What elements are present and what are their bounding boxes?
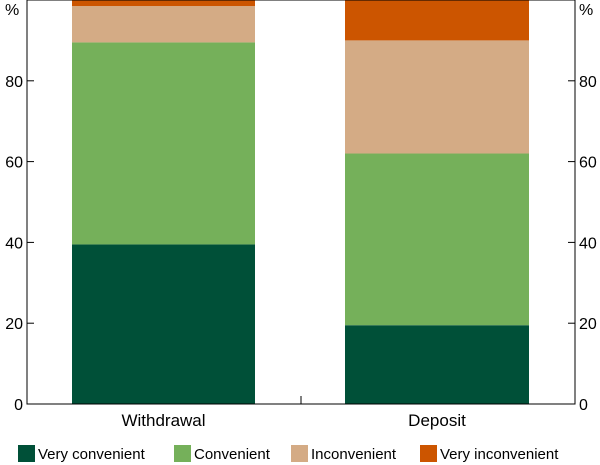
legend-swatch-convenient xyxy=(174,445,191,462)
bar-segment-withdrawal-very-convenient xyxy=(72,244,255,404)
bar-segment-withdrawal-very-inconvenient xyxy=(72,0,255,7)
right-tick-label: 60 xyxy=(579,155,597,172)
bar-segment-withdrawal-convenient xyxy=(72,42,255,245)
y-axis-label-left: % xyxy=(5,2,19,19)
axes-layer xyxy=(26,0,576,405)
bar-segment-deposit-very-inconvenient xyxy=(345,0,529,41)
right-tick-label: 0 xyxy=(579,397,588,414)
legend-label-inconvenient: Inconvenient xyxy=(311,446,397,463)
legend-swatch-very-inconvenient xyxy=(420,445,437,462)
right-tick-label: 40 xyxy=(579,235,597,252)
legend-label-very-inconvenient: Very inconvenient xyxy=(440,446,559,463)
left-axis-ticks: 0 20 40 60 80 xyxy=(5,74,34,414)
bar-segment-withdrawal-inconvenient xyxy=(72,6,255,43)
left-tick-label: 0 xyxy=(14,397,23,414)
left-tick-label: 40 xyxy=(5,235,23,252)
right-tick-label: 80 xyxy=(579,74,597,91)
category-labels: Withdrawal Deposit xyxy=(121,411,466,430)
legend-swatch-very-convenient xyxy=(18,445,35,462)
legend-swatch-inconvenient xyxy=(291,445,308,462)
right-axis-ticks: 0 20 40 60 80 xyxy=(568,74,597,414)
bar-segment-deposit-inconvenient xyxy=(345,40,529,154)
left-tick-label: 20 xyxy=(5,316,23,333)
category-label-deposit: Deposit xyxy=(408,411,466,430)
right-tick-label: 20 xyxy=(579,316,597,333)
bars-layer xyxy=(72,0,529,404)
legend-label-very-convenient: Very convenient xyxy=(38,446,146,463)
left-tick-label: 60 xyxy=(5,155,23,172)
legend-label-convenient: Convenient xyxy=(194,446,271,463)
bar-segment-deposit-very-convenient xyxy=(345,325,529,404)
bar-segment-deposit-convenient xyxy=(345,153,529,326)
category-label-withdrawal: Withdrawal xyxy=(121,411,205,430)
left-tick-label: 80 xyxy=(5,74,23,91)
legend: Very convenient Convenient Inconvenient Ver… xyxy=(18,445,559,463)
y-axis-label-right: % xyxy=(579,2,593,19)
